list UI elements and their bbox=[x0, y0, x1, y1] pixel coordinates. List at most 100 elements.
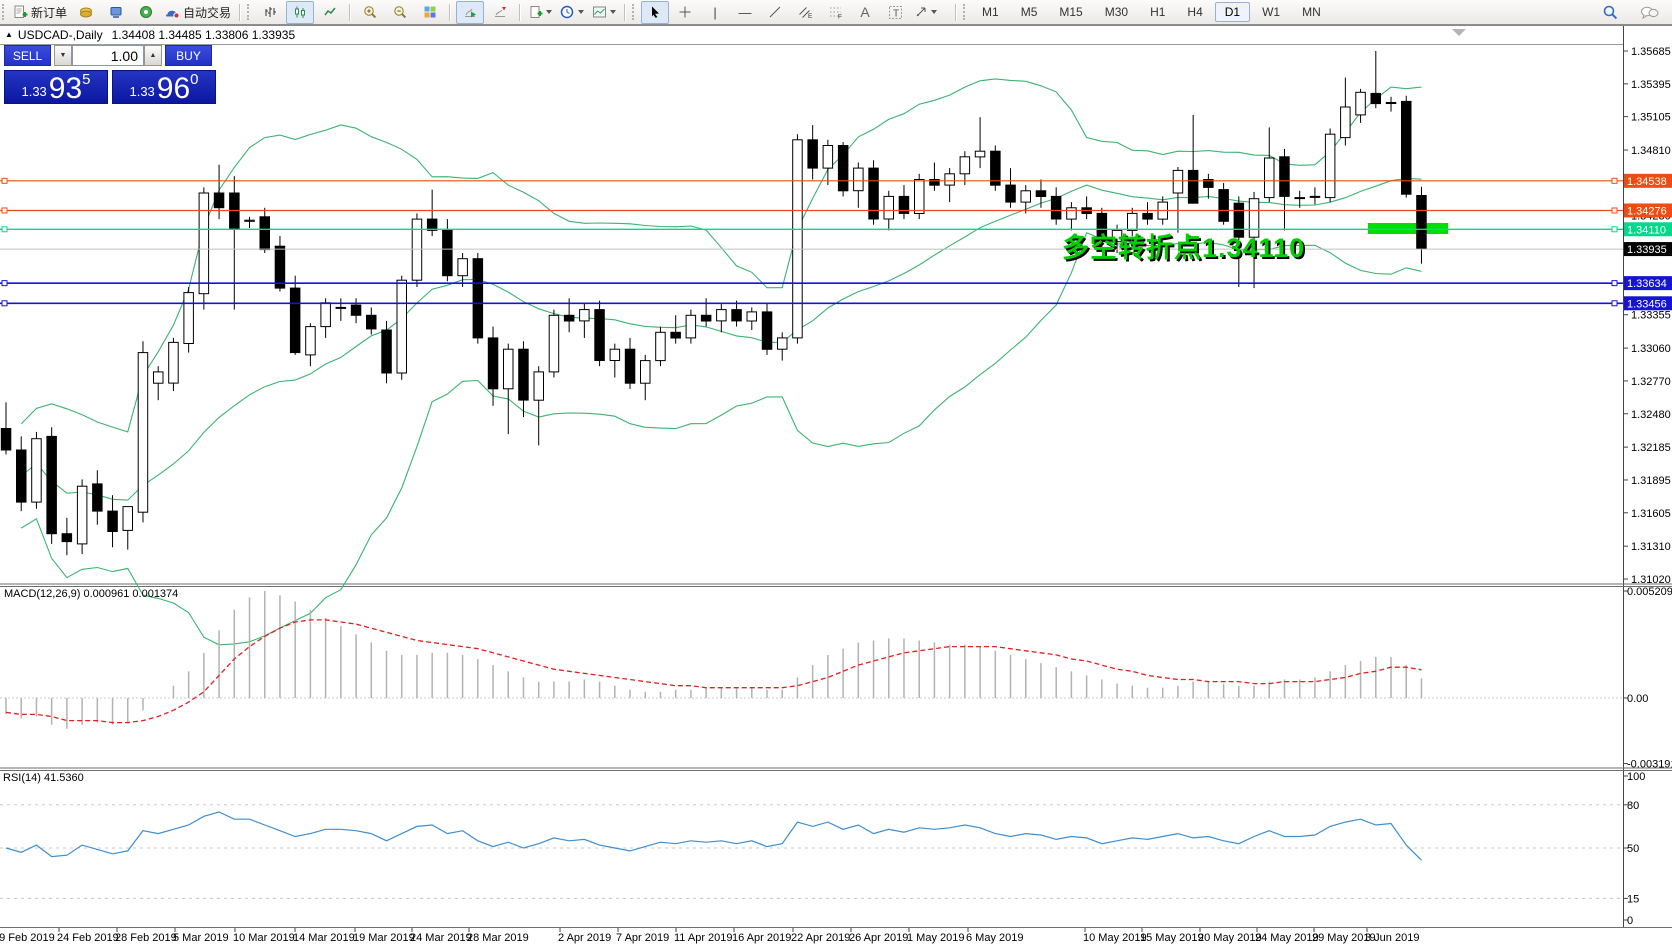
tf-m5-button[interactable]: M5 bbox=[1020, 5, 1038, 19]
svg-text:1.31310: 1.31310 bbox=[1631, 541, 1671, 553]
candlestick-chart-icon bbox=[295, 6, 306, 18]
price-tags: 1.34538 1.34276 1.34110 1.33935 1.33634 1.334… bbox=[1624, 173, 1672, 311]
svg-text:1.33456: 1.33456 bbox=[1627, 298, 1667, 310]
scroll-to-end-marker[interactable] bbox=[1452, 29, 1466, 36]
vertical-line-tool-button[interactable]: | bbox=[701, 1, 729, 24]
autotrading-label: 自动交易 bbox=[183, 5, 232, 20]
templates-button[interactable] bbox=[589, 1, 619, 24]
text-label-tool-button[interactable]: T bbox=[881, 1, 909, 24]
svg-text:3 Jun 2019: 3 Jun 2019 bbox=[1365, 932, 1419, 944]
trendline-tool-button[interactable] bbox=[761, 1, 789, 24]
horizontal-line-tool-button[interactable]: — bbox=[731, 1, 759, 24]
clock-icon bbox=[560, 5, 574, 18]
candlestick-chart-button[interactable] bbox=[286, 0, 315, 24]
svg-text:1.34538: 1.34538 bbox=[1627, 176, 1667, 188]
volume-input[interactable] bbox=[72, 45, 144, 66]
toolbar-separator bbox=[955, 3, 958, 21]
sell-price-pips: 93 bbox=[48, 72, 83, 105]
svg-text:1.32770: 1.32770 bbox=[1631, 376, 1671, 388]
text-tool-button[interactable]: A bbox=[851, 1, 879, 24]
tf-w1-button[interactable]: W1 bbox=[1262, 5, 1281, 19]
zoom-in-icon bbox=[363, 5, 376, 18]
editor-icon bbox=[80, 7, 93, 18]
sell-price-box[interactable]: 1.33 93 5 bbox=[4, 70, 108, 104]
svg-text:10 Mar 2019: 10 Mar 2019 bbox=[233, 932, 295, 944]
zoom-in-button[interactable] bbox=[356, 1, 384, 24]
buy-price-box[interactable]: 1.33 96 0 bbox=[112, 70, 216, 104]
svg-text:F: F bbox=[838, 14, 842, 20]
channel-tool-button[interactable]: E bbox=[791, 1, 819, 24]
toolbar-grip[interactable] bbox=[247, 4, 252, 20]
cursor-tool-button[interactable] bbox=[641, 0, 670, 24]
arrows-icon bbox=[916, 7, 926, 17]
new-order-button[interactable]: 新订单 bbox=[11, 1, 70, 24]
chat-icon bbox=[1640, 6, 1658, 19]
crosshair-icon bbox=[679, 6, 691, 18]
fibonacci-tool-button[interactable]: F bbox=[821, 1, 849, 24]
channel-icon: E bbox=[798, 7, 813, 19]
tf-h4-button[interactable]: H4 bbox=[1187, 5, 1203, 19]
search-button[interactable] bbox=[1596, 1, 1624, 24]
svg-text:7 Apr 2019: 7 Apr 2019 bbox=[616, 932, 669, 944]
svg-text:28 Feb 2019: 28 Feb 2019 bbox=[115, 932, 177, 944]
periods-button[interactable] bbox=[557, 1, 587, 24]
toolbar-grip[interactable] bbox=[2, 4, 7, 20]
svg-text:2 Apr 2019: 2 Apr 2019 bbox=[558, 932, 611, 944]
svg-text:29 May 2019: 29 May 2019 bbox=[1312, 932, 1376, 944]
dropdown-caret-icon bbox=[578, 10, 585, 14]
sell-price-prefix: 1.33 bbox=[21, 84, 47, 99]
chart-shift-button[interactable] bbox=[486, 1, 514, 24]
bar-chart-button[interactable] bbox=[256, 1, 284, 24]
volume-increase-button[interactable]: ▲ bbox=[144, 45, 162, 66]
svg-text:24 Feb 2019: 24 Feb 2019 bbox=[57, 932, 119, 944]
tf-d1-button[interactable]: D1 bbox=[1214, 2, 1251, 22]
buy-price-prefix: 1.33 bbox=[129, 84, 155, 99]
candles-layer bbox=[0, 51, 1427, 556]
svg-text:1.35395: 1.35395 bbox=[1631, 79, 1671, 91]
svg-text:24 May 2019: 24 May 2019 bbox=[1255, 932, 1319, 944]
toolbar-separator bbox=[239, 3, 242, 21]
sell-button[interactable]: SELL bbox=[4, 45, 51, 66]
editor-button[interactable] bbox=[72, 1, 100, 24]
pivot-highlight-bar[interactable] bbox=[1368, 223, 1448, 234]
tile-windows-icon bbox=[424, 6, 436, 18]
auto-scroll-button[interactable] bbox=[456, 0, 485, 24]
symbol-period-label: USDCAD-,Daily bbox=[17, 28, 103, 42]
navigator-icon bbox=[110, 7, 122, 18]
svg-text:1 May 2019: 1 May 2019 bbox=[907, 932, 964, 944]
svg-text:1.31605: 1.31605 bbox=[1631, 508, 1671, 520]
line-chart-button[interactable] bbox=[316, 1, 344, 24]
chart-title: ▲ USDCAD-,Daily 1.34408 1.34485 1.33806 1.… bbox=[5, 28, 295, 42]
indicators-button[interactable] bbox=[526, 1, 555, 24]
zoom-out-button[interactable] bbox=[386, 1, 414, 24]
tf-h1-button[interactable]: H1 bbox=[1150, 5, 1166, 19]
svg-text:1.35685: 1.35685 bbox=[1631, 46, 1671, 58]
templates-icon bbox=[593, 6, 607, 18]
macd-indicator-label: MACD(12,26,9) 0.000961 0.001374 bbox=[4, 588, 179, 600]
chat-button[interactable] bbox=[1635, 1, 1663, 24]
tile-windows-button[interactable] bbox=[416, 1, 444, 24]
tf-mn-button[interactable]: MN bbox=[1302, 5, 1321, 19]
svg-text:1.33060: 1.33060 bbox=[1631, 343, 1671, 355]
arrows-tool-button[interactable] bbox=[911, 1, 940, 24]
toolbar-separator bbox=[624, 3, 627, 21]
pivot-annotation-text[interactable]: 多空转折点1.34110 bbox=[1062, 233, 1306, 263]
tf-m1-button[interactable]: M1 bbox=[982, 5, 999, 19]
svg-text:15 May 2019: 15 May 2019 bbox=[1140, 932, 1204, 944]
buy-button[interactable]: BUY bbox=[165, 45, 212, 66]
svg-text:1.32185: 1.32185 bbox=[1631, 442, 1671, 454]
navigator-button[interactable] bbox=[102, 1, 130, 24]
autotrading-button[interactable]: 自动交易 bbox=[162, 1, 234, 24]
toolbar-grip[interactable] bbox=[632, 4, 637, 20]
svg-text:50: 50 bbox=[1627, 843, 1639, 855]
volume-decrease-button[interactable]: ▼ bbox=[54, 45, 72, 66]
toolbar-grip[interactable] bbox=[963, 4, 968, 20]
toolbar-separator bbox=[349, 3, 352, 21]
tf-m30-button[interactable]: M30 bbox=[1104, 5, 1129, 19]
signals-button[interactable] bbox=[132, 1, 160, 24]
collapse-one-click-icon[interactable]: ▲ bbox=[5, 30, 13, 39]
crosshair-tool-button[interactable] bbox=[671, 1, 699, 24]
tf-m15-button[interactable]: M15 bbox=[1059, 5, 1083, 19]
